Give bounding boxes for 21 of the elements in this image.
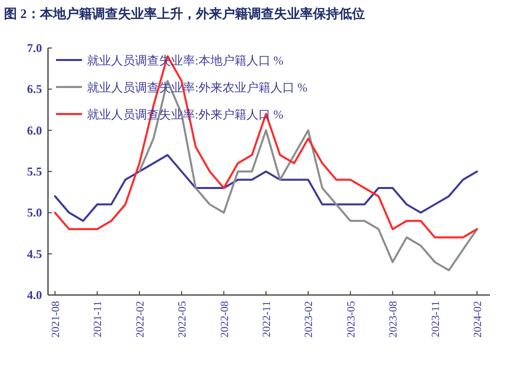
- x-tick-label: 2022-02: [134, 301, 146, 338]
- x-tick-label: 2023-08: [388, 300, 400, 338]
- y-tick-label: 5.5: [27, 164, 42, 178]
- x-tick-label: 2022-08: [218, 300, 231, 338]
- line-series: [54, 154, 478, 222]
- line-series: [54, 55, 478, 238]
- x-tick-label: 2023-11: [430, 301, 442, 338]
- y-tick-label: 4.5: [27, 246, 42, 261]
- y-tick-label: 7.0: [27, 41, 42, 55]
- x-tick-label: 2024-02: [472, 301, 484, 338]
- x-tick-label: 2022-11: [261, 301, 273, 338]
- y-tick-label: 5.0: [27, 206, 42, 220]
- x-tick-label: 2023-05: [345, 300, 358, 338]
- y-tick-label: 4.0: [27, 288, 42, 302]
- y-tick-label: 6.0: [27, 123, 42, 138]
- y-tick-label: 6.5: [27, 82, 42, 96]
- x-tick-label: 2021-08: [50, 300, 62, 338]
- chart-title: 图 2：本地户籍调查失业率上升，外来户籍调查失业率保持低位: [4, 6, 365, 21]
- x-tick-label: 2023-02: [303, 301, 316, 338]
- x-tick-label: 2022-05: [176, 300, 189, 338]
- x-tick-label: 2021-11: [92, 301, 104, 338]
